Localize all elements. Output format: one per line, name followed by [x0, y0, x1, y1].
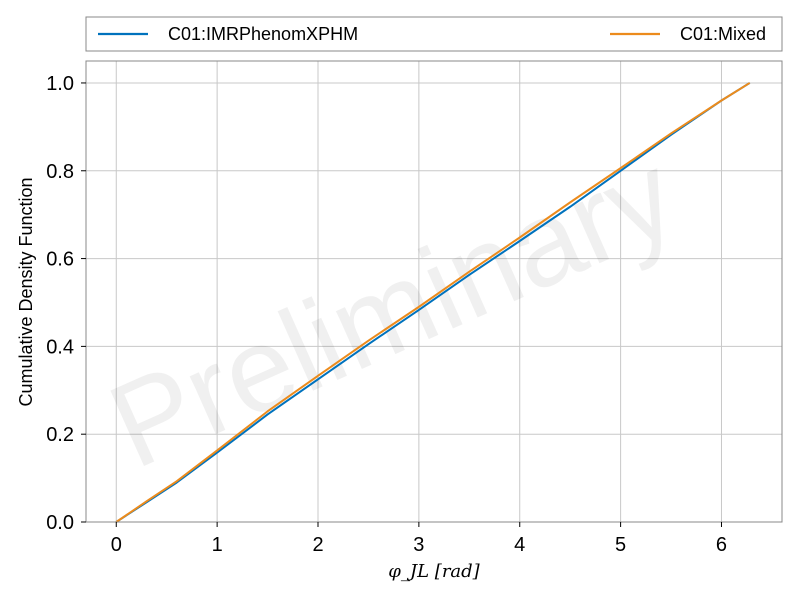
series-line-c01-mixed	[115, 82, 751, 523]
y-tick-label: 0.8	[46, 161, 74, 183]
x-tick-label: 1	[212, 534, 223, 556]
legend-label-imrphenomxphm: C01:IMRPhenomXPHM	[168, 24, 358, 44]
y-tick-label: 0.6	[46, 249, 74, 271]
x-tick-label: 4	[514, 534, 525, 556]
y-axis-ticks: 0.0 0.2 0.4 0.6 0.8 1.0	[46, 73, 86, 534]
x-tick-label: 2	[312, 534, 323, 556]
y-tick-label: 0.2	[46, 424, 74, 446]
y-tick-label: 0.4	[46, 336, 74, 358]
x-tick-label: 3	[413, 534, 424, 556]
y-tick-label: 1.0	[46, 73, 74, 95]
y-tick-label: 0.0	[46, 512, 74, 534]
y-axis-title: Cumulative Density Function	[16, 177, 36, 406]
legend-label-mixed: C01:Mixed	[680, 24, 766, 44]
series-line-c01-imrphenomxphm	[115, 82, 751, 523]
series-lines	[115, 82, 751, 523]
x-tick-label: 0	[111, 534, 122, 556]
legend-box	[85, 16, 783, 52]
grid-lines	[86, 61, 782, 523]
x-tick-label: 6	[716, 534, 727, 556]
plot-area-frame	[85, 60, 783, 523]
legend: C01:IMRPhenomXPHM C01:Mixed	[85, 16, 783, 52]
x-tick-label: 5	[615, 534, 626, 556]
x-axis-ticks: 0 1 2 3 4 5 6	[111, 522, 727, 556]
x-axis-title: φ_JL [rad]	[388, 561, 480, 582]
